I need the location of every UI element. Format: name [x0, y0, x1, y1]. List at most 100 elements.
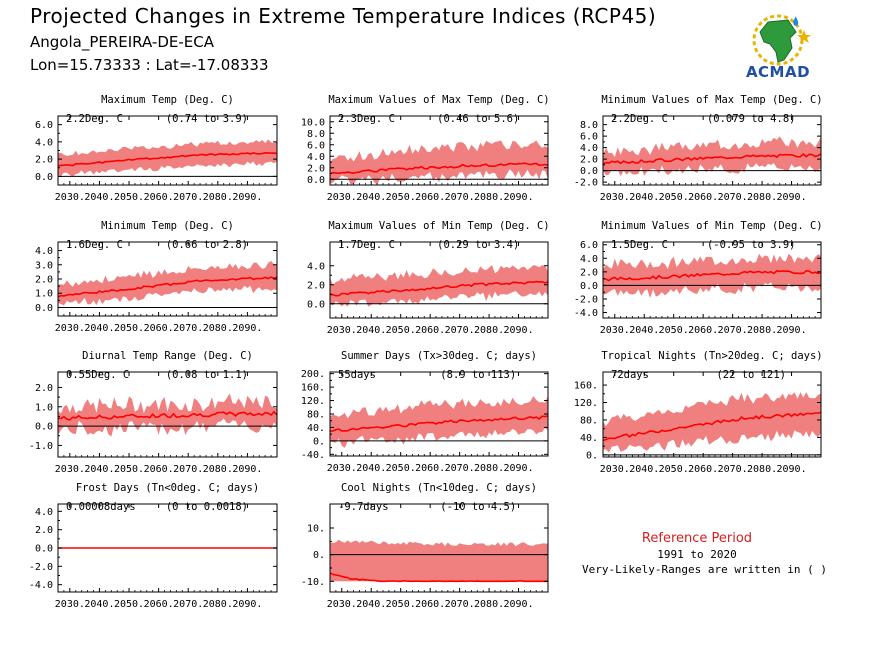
y-tick-label: 6.0	[35, 120, 53, 131]
acmad-logo-text: ACMAD	[745, 63, 811, 81]
panel-title: Diurnal Temp Range (Deg. C)	[82, 350, 253, 362]
x-tick-label: 2060.	[415, 463, 445, 474]
x-tick-label: 2070.	[173, 323, 203, 334]
x-tick-label: 2030.	[600, 325, 630, 336]
x-tick-label: 2090.	[503, 599, 533, 610]
x-tick-label: 2040.	[84, 599, 114, 610]
y-tick-label: 1.0	[35, 402, 53, 413]
panel-value: 72days	[611, 369, 649, 381]
x-tick-label: 2060.	[688, 192, 718, 203]
y-tick-label: 200.	[301, 369, 325, 380]
plot-frame	[329, 503, 549, 593]
y-tick-label: 0.0	[35, 422, 53, 433]
y-tick-label: 0.0	[35, 172, 53, 183]
y-tick-label: 8.0	[307, 129, 325, 140]
y-tick-label: -10.	[301, 577, 325, 588]
very-likely-range-band	[603, 136, 821, 177]
plot-frame	[602, 241, 822, 319]
x-tick-label: 2050.	[386, 599, 416, 610]
median-line	[58, 410, 277, 421]
x-tick-label: 2080.	[203, 323, 233, 334]
y-tick-label: 2.0	[307, 280, 325, 291]
y-tick-label: 2.0	[35, 383, 53, 394]
x-tick-label: 2050.	[386, 192, 416, 203]
x-tick-label: 2030.	[55, 323, 85, 334]
very-likely-range-band	[330, 265, 548, 307]
panel-range: (0.29 to 3.4)	[437, 239, 519, 251]
panel-value: 55days	[338, 369, 376, 381]
panel-range: (0.079 to 4.8)	[707, 113, 796, 125]
x-tick-label: 2070.	[718, 192, 748, 203]
panel-title: Tropical Nights (Tn>20deg. C; days)	[601, 350, 822, 362]
panel-value: 2.3Deg. C	[338, 113, 395, 125]
y-tick-label: 2.0	[35, 155, 53, 166]
y-tick-label: 3.0	[35, 260, 53, 271]
plot-frame	[57, 371, 278, 458]
very-likely-range-band	[330, 539, 548, 582]
median-line	[603, 153, 821, 165]
panel-range: (0.46 to 5.6)	[437, 113, 519, 125]
x-tick-label: 2040.	[356, 599, 386, 610]
x-tick-label: 2040.	[356, 192, 386, 203]
x-tick-label: 2090.	[776, 192, 806, 203]
y-tick-label: 4.0	[580, 143, 598, 154]
very-likely-range-band	[603, 392, 821, 453]
y-tick-label: 10.0	[301, 117, 325, 128]
reference-period-years: 1991 to 2020	[657, 548, 737, 561]
x-tick-label: 2050.	[659, 325, 689, 336]
x-tick-label: 2060.	[144, 192, 174, 203]
x-tick-label: 2080.	[474, 192, 504, 203]
panel-title: Maximum Temp (Deg. C)	[101, 94, 234, 106]
panel-6: -4.0 -2.0 0.0 2.0 4.0 6.0 2030. 2040. 2050. 2060.…	[574, 220, 823, 336]
x-tick-label: 2060.	[688, 325, 718, 336]
very-likely-range-band	[58, 139, 277, 177]
x-tick-label: 2070.	[173, 599, 203, 610]
panel-value: 1.7Deg. C	[338, 239, 395, 251]
median-line	[58, 151, 277, 167]
x-tick-label: 2090.	[232, 192, 262, 203]
y-tick-label: 0.	[586, 450, 598, 461]
plot-frame	[602, 115, 822, 186]
x-tick-label: 2070.	[173, 192, 203, 203]
y-tick-label: 4.0	[580, 254, 598, 265]
y-tick-label: 6.0	[307, 140, 325, 151]
panel-9: 0. 40. 80. 120. 160. 2030. 2040. 2050. 2060. 2070…	[574, 350, 823, 475]
y-tick-label: -2.0	[574, 295, 598, 306]
y-tick-label: 160.	[574, 381, 598, 392]
x-tick-label: 2040.	[84, 464, 114, 475]
x-tick-label: 2050.	[114, 599, 144, 610]
y-tick-label: 120.	[301, 396, 325, 407]
y-tick-label: -40.	[301, 450, 325, 461]
panel-8: -40.0.40.80.120.160.200.2030. 2040. 2050. 2…	[301, 350, 549, 474]
x-tick-label: 2090.	[232, 323, 262, 334]
plot-frame	[329, 241, 549, 319]
location-name: Angola_PEREIRA-DE-ECA	[30, 33, 214, 51]
very-likely-range-band	[330, 395, 548, 448]
x-tick-label: 2060.	[144, 464, 174, 475]
panel-range: (-0.95 to 3.9)	[707, 239, 796, 251]
y-tick-label: 4.0	[35, 137, 53, 148]
x-tick-label: 2070.	[445, 463, 475, 474]
median-line	[330, 415, 548, 432]
x-tick-label: 2050.	[659, 464, 689, 475]
x-tick-label: 2030.	[55, 464, 85, 475]
panel-1: 0.0 2.0 4.0 6.0 2030. 2040. 2050. 2060. 2070. 208…	[35, 94, 278, 203]
y-tick-label: 0.0	[35, 544, 53, 555]
x-tick-label: 2050.	[659, 192, 689, 203]
y-tick-label: 0.0	[580, 281, 598, 292]
x-tick-label: 2030.	[327, 325, 357, 336]
median-line	[603, 269, 821, 282]
panel-range: (22 to 121)	[716, 369, 786, 381]
panel-11: -10. 0. 10. 2030. 2040. 2050. 2060. 2070. 2080. 2…	[301, 482, 549, 610]
x-tick-label: 2080.	[474, 599, 504, 610]
x-tick-label: 2030.	[327, 192, 357, 203]
x-tick-label: 2030.	[600, 192, 630, 203]
x-tick-label: 2090.	[776, 464, 806, 475]
location-coordinates: Lon=15.73333 : Lat=-17.08333	[30, 56, 269, 74]
y-tick-label: 2.0	[35, 275, 53, 286]
y-tick-label: 4.0	[307, 261, 325, 272]
reference-period-title: Reference Period	[641, 531, 753, 546]
y-tick-label: 8.0	[580, 120, 598, 131]
